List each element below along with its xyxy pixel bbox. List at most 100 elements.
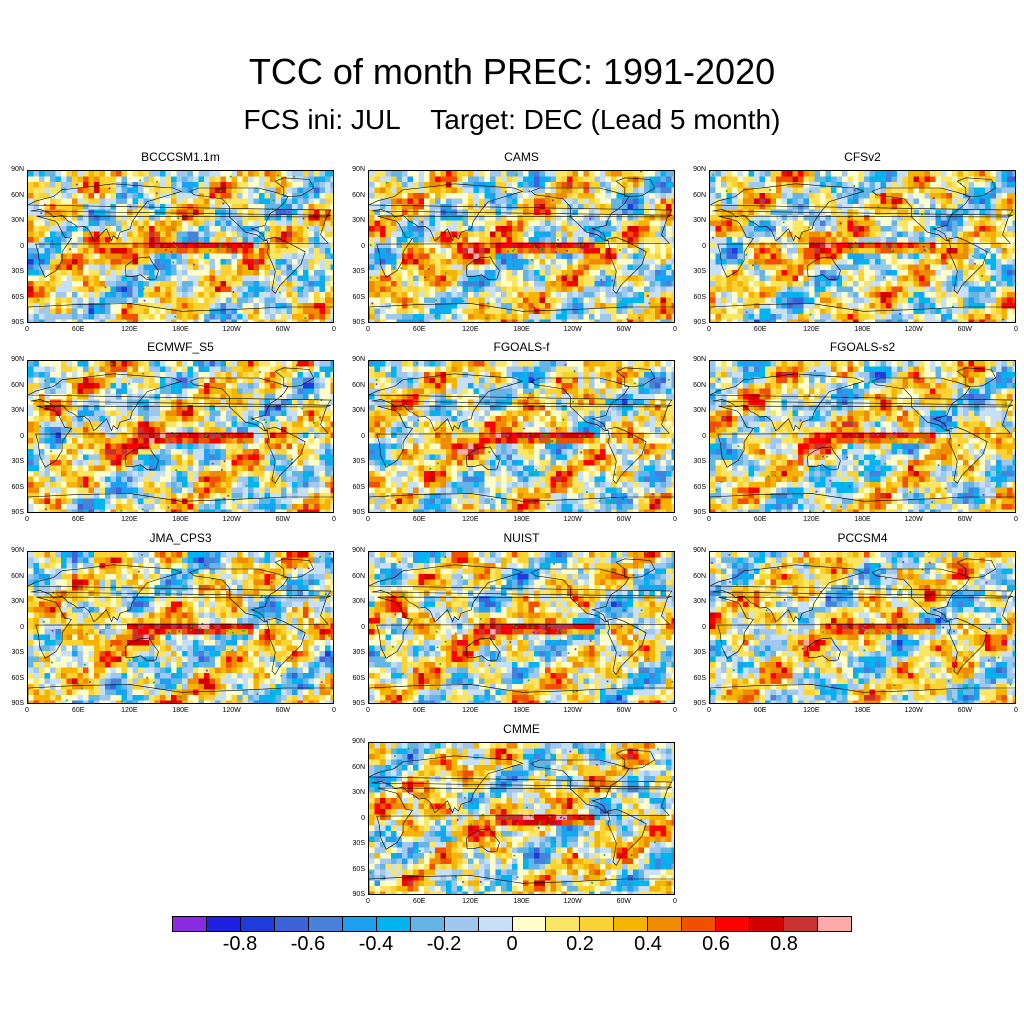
tcc-cell [314,198,320,205]
tcc-cell [594,171,601,177]
significance-dot [286,246,289,249]
tcc-cell [501,198,507,205]
tcc-cell [616,286,623,293]
tcc-cell [622,275,628,282]
tcc-cell [847,187,854,194]
tcc-cell [446,204,452,210]
tcc-cell [275,171,282,177]
tcc-cell [787,237,793,243]
tcc-cell [237,231,243,238]
significance-dot [618,249,621,251]
tcc-cell [50,193,56,199]
tcc-cell [908,314,914,320]
tcc-cell [369,226,375,232]
tcc-cell [138,182,144,188]
tcc-cell [946,226,953,232]
tcc-cell [160,198,166,205]
significance-dot [512,264,515,267]
tcc-cell [308,176,315,183]
tcc-cell [869,215,876,221]
tcc-cell [858,253,865,260]
tcc-cell [88,286,95,293]
tcc-cell [985,198,991,205]
tcc-cell [94,292,100,298]
tcc-cell [374,303,381,309]
tcc-cell [33,259,40,265]
tcc-cell [985,204,991,210]
tcc-cell [468,171,474,177]
tcc-cell [457,193,463,199]
tcc-cell [281,231,287,238]
tcc-cell [94,281,100,287]
tcc-cell [754,226,760,232]
tcc-cell [589,286,595,293]
tcc-cell [611,314,617,320]
tcc-cell [968,281,975,287]
tcc-cell [242,292,249,298]
tcc-cell [528,297,535,304]
tcc-cell [479,259,485,265]
tcc-cell [919,220,925,227]
tcc-cell [506,209,513,216]
tcc-cell [957,281,964,287]
tcc-cell [858,237,865,243]
tcc-cell [930,314,936,320]
tcc-cell [88,220,95,227]
tcc-cell [50,319,56,322]
tcc-cell [710,308,716,315]
tcc-cell [297,231,304,238]
tcc-cell [187,308,194,315]
tcc-cell [297,226,304,232]
tcc-cell [594,248,601,254]
tcc-cell [655,187,661,194]
tcc-cell [831,187,837,194]
tcc-cell [242,275,249,282]
tcc-cell [803,193,810,199]
tcc-cell [759,198,766,205]
tcc-cell [737,270,744,276]
tcc-cell [655,297,661,304]
tcc-cell [429,248,436,254]
tcc-cell [385,242,392,249]
tcc-cell [484,176,491,183]
tcc-cell [451,187,458,194]
tcc-cell [413,242,419,249]
tcc-cell [473,176,480,183]
tcc-cell [435,292,441,298]
tcc-cell [798,270,804,276]
tcc-cell [814,281,821,287]
tcc-cell [572,209,579,216]
tcc-cell [193,248,199,254]
tcc-cell [743,253,749,260]
tcc-cell [759,253,766,260]
tcc-cell [226,314,232,320]
tcc-cell [594,226,601,232]
tcc-cell [534,187,540,194]
tcc-cell [919,171,925,177]
tcc-cell [836,248,843,254]
tcc-cell [853,264,859,271]
tcc-cell [875,171,881,177]
tcc-cell [737,209,744,216]
tcc-cell [402,209,408,216]
tcc-cell [501,215,507,221]
tcc-cell [523,297,529,304]
tcc-cell [523,171,529,177]
tcc-cell [149,264,155,271]
tcc-cell [627,198,634,205]
tcc-cell [1012,226,1015,232]
tcc-cell [176,253,183,260]
significance-dot [542,250,545,252]
tcc-cell [380,248,386,254]
tcc-cell [952,314,958,320]
tcc-cell [886,198,892,205]
tcc-cell [847,193,854,199]
tcc-cell [72,292,78,298]
tcc-cell [627,314,634,320]
tcc-cell [600,281,606,287]
tcc-cell [941,264,947,271]
tcc-cell [149,171,155,177]
tcc-cell [622,297,628,304]
tcc-cell [182,264,188,271]
tcc-cell [572,226,579,232]
